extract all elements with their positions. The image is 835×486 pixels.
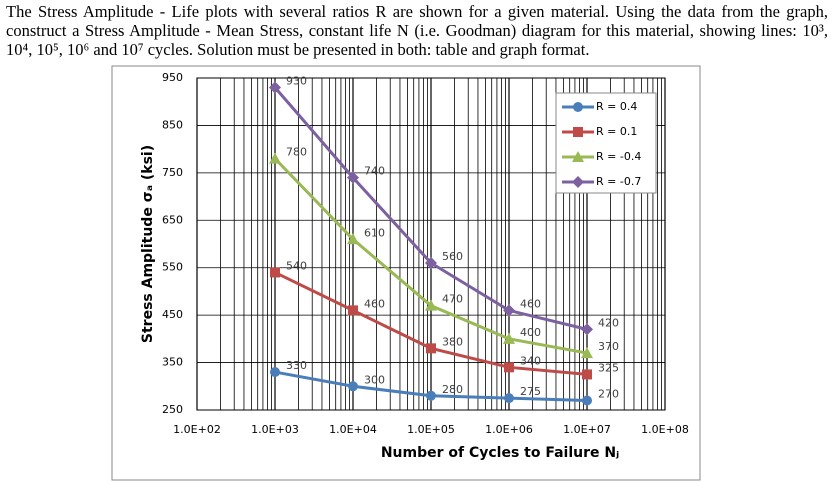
point <box>270 367 280 378</box>
data-label: 325 <box>598 361 619 374</box>
point <box>581 347 593 359</box>
y-tick-label: 550 <box>162 261 183 274</box>
x-tick-label: 1.0E+05 <box>407 423 455 436</box>
y-tick-label: 850 <box>162 118 183 131</box>
x-tick-label: 1.0E+08 <box>641 423 689 436</box>
point <box>425 256 437 269</box>
data-label: 470 <box>442 293 463 306</box>
y-tick-label: 250 <box>162 403 183 416</box>
x-tick-label: 1.0E+03 <box>251 423 299 436</box>
y-tick-label: 650 <box>162 213 183 226</box>
point <box>573 127 583 137</box>
point <box>347 233 359 245</box>
data-label: 780 <box>286 146 307 159</box>
data-label: 330 <box>286 359 307 372</box>
legend-label: R = -0.4 <box>596 150 641 163</box>
point <box>426 390 436 401</box>
point <box>582 369 592 380</box>
x-axis-title: Number of Cycles to Failure Nⱼ <box>381 445 619 461</box>
point <box>348 381 358 392</box>
y-tick-label: 450 <box>162 308 183 321</box>
data-label: 275 <box>520 385 541 398</box>
point <box>347 171 359 184</box>
data-label: 540 <box>286 259 307 272</box>
legend-box <box>555 92 657 194</box>
data-label: 610 <box>364 226 385 239</box>
point <box>581 323 593 336</box>
y-tick-label: 350 <box>162 356 183 369</box>
legend-label: R = 0.1 <box>596 125 637 138</box>
y-tick-label: 750 <box>162 166 183 179</box>
x-tick-label: 1.0E+06 <box>485 423 533 436</box>
point <box>503 304 515 317</box>
point <box>504 393 514 404</box>
data-label: 400 <box>520 326 541 339</box>
legend-label: R = 0.4 <box>596 100 637 113</box>
legend-label: R = -0.7 <box>596 175 641 188</box>
point <box>582 395 592 406</box>
data-label: 460 <box>364 297 385 310</box>
problem-text: The Stress Amplitude - Life plots with s… <box>6 2 828 59</box>
point <box>572 151 584 162</box>
x-tick-label: 1.0E+04 <box>329 423 377 436</box>
data-label: 340 <box>520 354 541 367</box>
point <box>269 81 281 94</box>
data-label: 930 <box>286 74 307 87</box>
point <box>573 102 583 112</box>
data-label: 280 <box>442 383 463 396</box>
point <box>426 343 436 354</box>
point <box>425 299 437 311</box>
data-label: 420 <box>598 316 619 329</box>
point <box>270 267 280 278</box>
x-tick-label: 1.0E+07 <box>563 423 611 436</box>
data-label: 380 <box>442 335 463 348</box>
data-label: 370 <box>598 340 619 353</box>
point <box>503 332 515 344</box>
data-label: 300 <box>364 373 385 386</box>
data-label: 740 <box>364 165 385 178</box>
data-label: 270 <box>598 388 619 401</box>
point <box>348 305 358 316</box>
data-label: 560 <box>442 250 463 263</box>
point <box>504 362 514 373</box>
data-label: 460 <box>520 297 541 310</box>
y-tick-label: 950 <box>162 71 183 84</box>
point <box>572 176 584 188</box>
x-tick-label: 1.0E+02 <box>173 423 221 436</box>
point <box>269 152 281 164</box>
y-axis-title: Stress Amplitude σₐ (ksi) <box>140 145 156 343</box>
